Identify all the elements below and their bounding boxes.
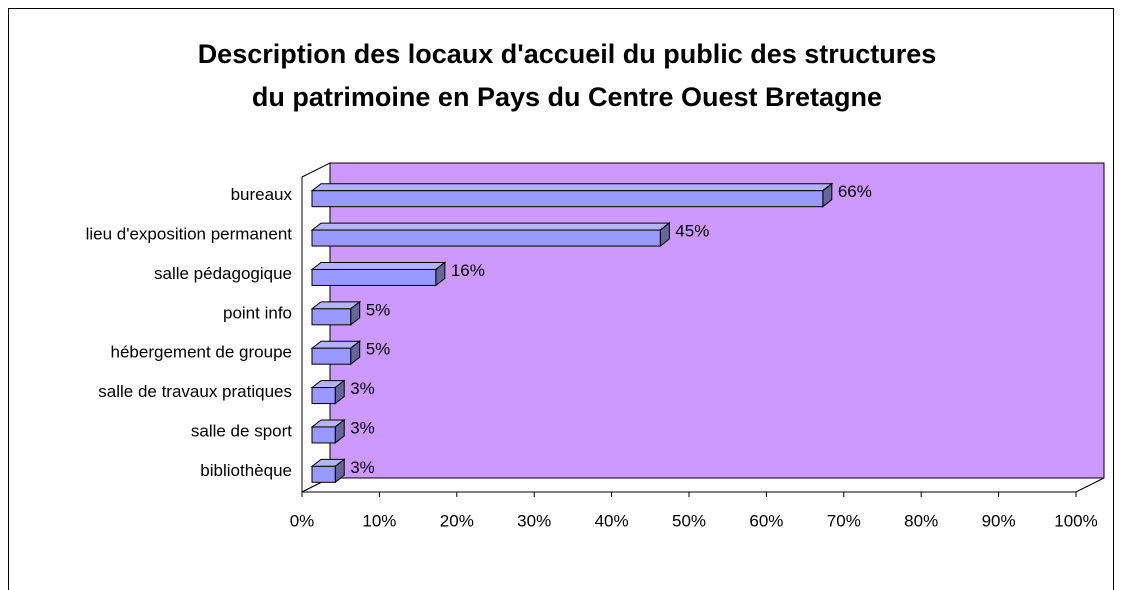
- data-label: 5%: [366, 340, 391, 359]
- y-tick-label: hébergement de groupe: [111, 343, 292, 362]
- data-label: 45%: [675, 222, 709, 241]
- data-label: 3%: [350, 418, 375, 437]
- x-tick-label: 90%: [982, 511, 1016, 530]
- bar: [311, 465, 336, 483]
- x-tick-label: 30%: [517, 511, 551, 530]
- bar: [311, 190, 824, 208]
- bar: [311, 229, 661, 247]
- x-tick-label: 40%: [595, 511, 629, 530]
- bar: [311, 426, 336, 444]
- chart-title: Description des locaux d'accueil du publ…: [198, 39, 937, 69]
- y-tick-label: bureaux: [231, 185, 293, 204]
- y-tick-label: point info: [223, 303, 292, 322]
- data-label: 3%: [350, 379, 375, 398]
- chart-title: du patrimoine en Pays du Centre Ouest Br…: [252, 82, 882, 112]
- bar-top: [310, 261, 447, 270]
- data-label: 3%: [350, 458, 375, 477]
- x-tick-label: 60%: [749, 511, 783, 530]
- x-tick-label: 100%: [1054, 511, 1097, 530]
- y-tick-label: lieu d'exposition permanent: [86, 225, 293, 244]
- x-tick-label: 20%: [440, 511, 474, 530]
- x-tick-label: 80%: [904, 511, 938, 530]
- y-tick-label: salle pédagogique: [154, 264, 292, 283]
- back-wall: [329, 162, 1105, 479]
- data-label: 66%: [838, 182, 872, 201]
- data-label: 16%: [451, 261, 485, 280]
- y-tick-label: salle de travaux pratiques: [98, 382, 292, 401]
- floor: [301, 477, 1105, 493]
- y-tick-label: bibliothèque: [200, 461, 292, 480]
- x-tick-label: 10%: [362, 511, 396, 530]
- y-tick-label: salle de sport: [191, 421, 292, 440]
- bar: [311, 347, 352, 365]
- x-tick-label: 50%: [672, 511, 706, 530]
- bar-top: [310, 222, 671, 231]
- x-tick-label: 0%: [290, 511, 315, 530]
- bar: [311, 268, 437, 286]
- bar: [311, 308, 352, 326]
- data-label: 5%: [366, 300, 391, 319]
- x-tick-label: 70%: [827, 511, 861, 530]
- bar: [311, 387, 336, 405]
- bar-top: [310, 183, 834, 192]
